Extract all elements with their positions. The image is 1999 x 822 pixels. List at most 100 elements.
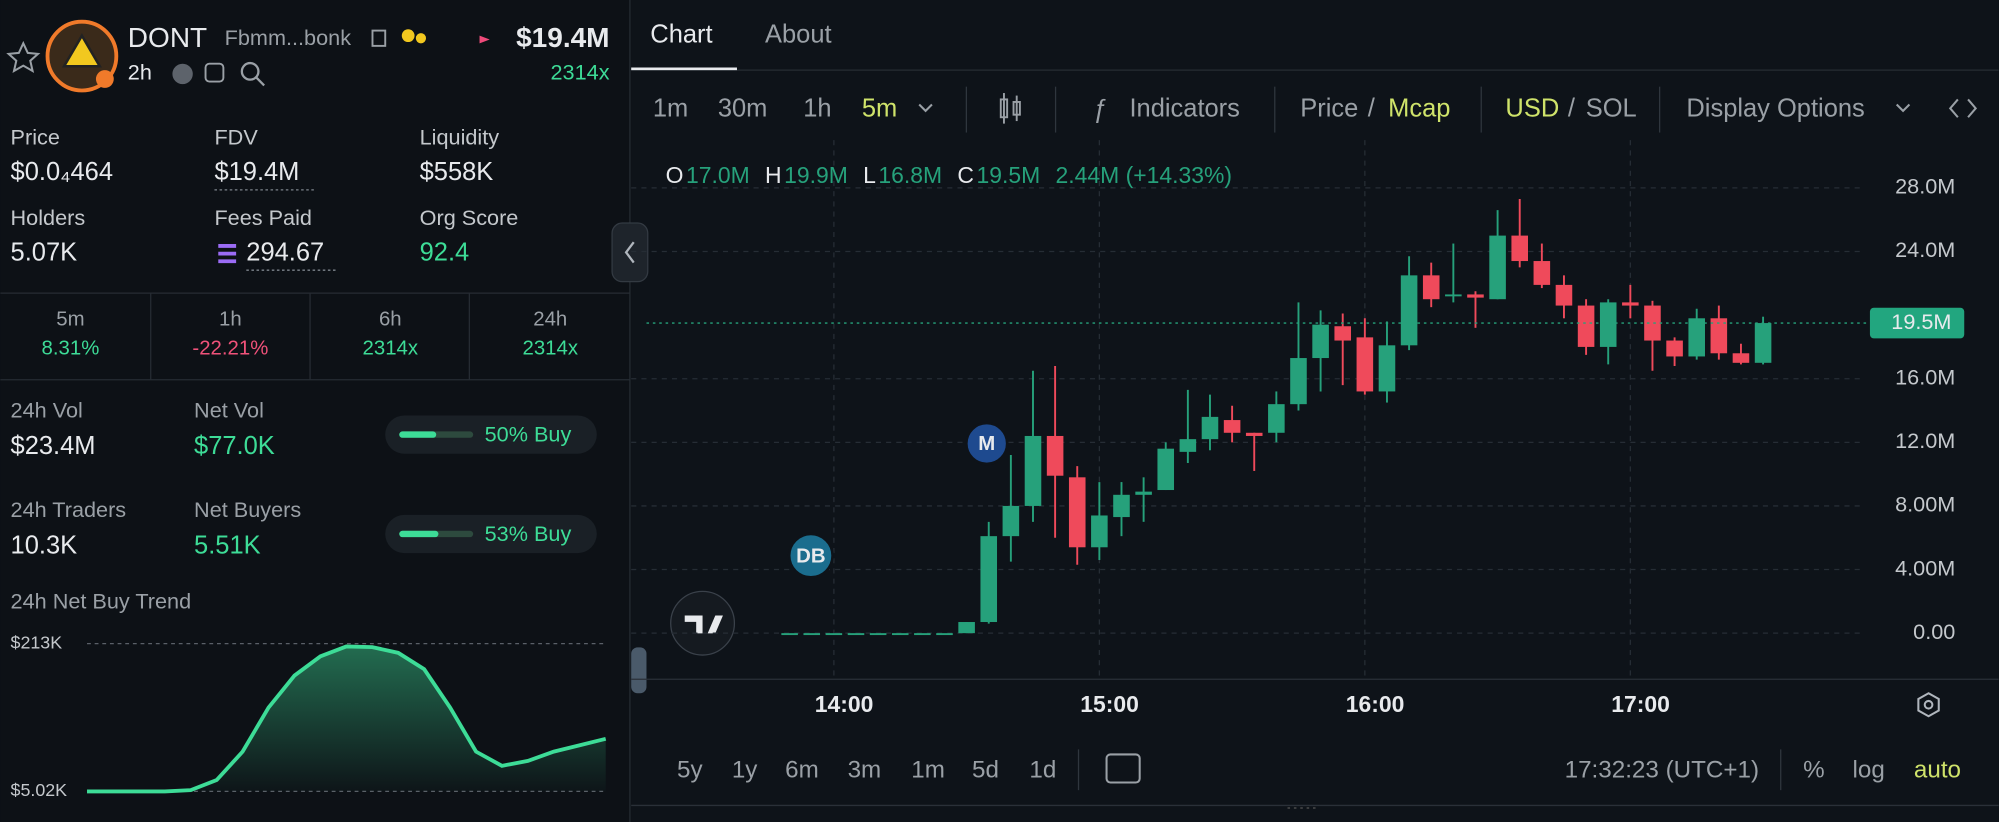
candle-body xyxy=(958,622,975,634)
marker[interactable] xyxy=(965,421,1009,466)
candle-body xyxy=(1644,305,1661,341)
settings-icon xyxy=(1923,699,1934,710)
copy-icon[interactable] xyxy=(371,29,387,47)
holders-icon xyxy=(401,29,415,43)
price-label-box xyxy=(1869,307,1965,339)
currency-toggle[interactable]: / xyxy=(1568,94,1576,122)
x-tick-label: 17:00 xyxy=(1611,691,1670,717)
marker-label: M xyxy=(978,433,995,455)
buy-bar xyxy=(399,431,437,438)
range[interactable]: 1y xyxy=(732,756,758,783)
search-icon[interactable] xyxy=(255,76,265,87)
candle-body xyxy=(1710,318,1728,354)
chart-panel xyxy=(631,0,1999,822)
change-period[interactable]: 5m xyxy=(56,308,84,330)
toolbar-separators xyxy=(965,86,1782,791)
range[interactable]: 6m xyxy=(785,756,819,783)
buy-pill xyxy=(385,514,597,554)
buy-pill xyxy=(385,415,597,454)
change-value: 8.31% xyxy=(42,338,100,360)
avatar-icon xyxy=(61,33,102,68)
logo-mark xyxy=(684,615,723,634)
handle[interactable] xyxy=(631,647,647,694)
candle-body xyxy=(1334,326,1352,341)
display-options[interactable]: Display Options xyxy=(1686,94,1864,122)
change-period[interactable]: 24h xyxy=(533,308,567,330)
candle-icon[interactable] xyxy=(999,93,1021,124)
token-symbol: DONT xyxy=(128,22,207,53)
candle-body xyxy=(1046,435,1064,476)
indicators[interactable]: Indicators xyxy=(1129,94,1239,122)
flow-value: 10.3K xyxy=(11,531,78,559)
ohlc-legend: 17.0M xyxy=(686,162,750,188)
candle-body xyxy=(1068,477,1086,548)
stat-value: 92.4 xyxy=(420,238,470,266)
candle-body xyxy=(1467,294,1484,298)
price-toggle[interactable]: Price xyxy=(1300,94,1358,122)
range[interactable]: 1d xyxy=(1029,756,1056,783)
tab[interactable]: About xyxy=(765,20,832,48)
chevron xyxy=(624,241,635,264)
candle-body xyxy=(1555,284,1573,306)
clock: 17:32:23 (UTC+1) xyxy=(1565,756,1759,783)
stat-value: 5.07K xyxy=(11,238,78,266)
candle-body xyxy=(1445,294,1462,297)
holders-icon xyxy=(415,33,427,44)
change-period[interactable]: 6h xyxy=(379,308,402,330)
candle-body xyxy=(1356,337,1374,392)
scale-mode[interactable]: auto xyxy=(1914,756,1961,783)
candle-body xyxy=(1400,275,1418,346)
currency-toggle[interactable]: USD xyxy=(1505,94,1559,122)
stat-value: $558K xyxy=(420,158,494,186)
tab[interactable]: Chart xyxy=(650,20,712,48)
search-icon[interactable] xyxy=(240,61,260,81)
y-tick-label: 16.0M xyxy=(1895,364,1955,389)
y-tick-label: 28.0M xyxy=(1895,174,1955,199)
candle-body xyxy=(980,536,998,623)
price-toggle[interactable]: / xyxy=(1368,94,1376,122)
candle-body xyxy=(1002,505,1020,537)
candle-body xyxy=(1754,323,1772,363)
flow-value: 5.51K xyxy=(194,531,261,559)
token-address[interactable]: Fbmm...bonk xyxy=(225,25,352,50)
interval[interactable]: 1m xyxy=(653,94,688,122)
interval[interactable]: 1h xyxy=(803,94,831,122)
multiple: 2314x xyxy=(551,60,610,85)
chart-title: 24h Net Buy Trend xyxy=(11,589,192,614)
ohlc-legend: 16.8M xyxy=(878,162,942,188)
candle-body xyxy=(936,633,953,636)
candle-body xyxy=(869,633,887,636)
collapse-button[interactable] xyxy=(611,222,649,283)
candle-body xyxy=(1135,491,1152,495)
ohlc-legend: H xyxy=(765,162,782,188)
settings-icon[interactable] xyxy=(1917,692,1940,718)
badge xyxy=(95,70,114,88)
stat-label: Org Score xyxy=(420,205,519,230)
candle-body xyxy=(1688,318,1705,357)
range[interactable]: 1m xyxy=(911,756,945,783)
range[interactable]: 5y xyxy=(677,756,703,783)
interval[interactable]: 30m xyxy=(718,94,768,122)
candle-body xyxy=(1312,324,1329,359)
interval[interactable]: 5m xyxy=(862,94,897,122)
stat-label: Price xyxy=(11,125,60,150)
price-toggle[interactable]: Mcap xyxy=(1388,94,1450,122)
change-period[interactable]: 1h xyxy=(219,308,242,330)
candle-body xyxy=(1024,435,1042,506)
scale-mode[interactable]: log xyxy=(1852,756,1884,783)
y-tick-label: 12.0M xyxy=(1895,428,1955,453)
marker-label: DB xyxy=(796,545,825,567)
candle-body xyxy=(1511,235,1529,262)
change-value: 2314x xyxy=(363,338,419,360)
star-icon[interactable] xyxy=(6,40,41,74)
range[interactable]: 3m xyxy=(848,756,882,783)
flow-value: $23.4M xyxy=(11,432,96,460)
calendar-icon[interactable] xyxy=(1105,753,1141,784)
scroll-icon[interactable] xyxy=(1948,98,1978,118)
token-age: 2h xyxy=(128,60,152,85)
marker[interactable] xyxy=(787,532,834,579)
currency-toggle[interactable]: SOL xyxy=(1586,94,1637,122)
range[interactable]: 5d xyxy=(972,756,999,783)
scale-mode[interactable]: % xyxy=(1803,756,1825,783)
candle-body xyxy=(1577,305,1595,347)
